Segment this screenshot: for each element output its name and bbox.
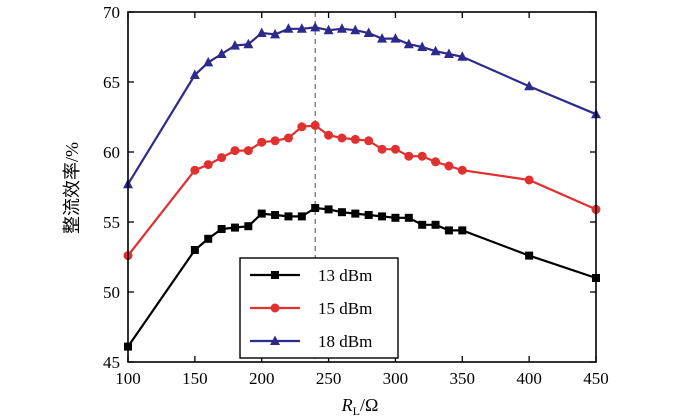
data-point	[203, 160, 213, 170]
data-point	[270, 28, 281, 39]
legend-item: 13 dBm	[250, 266, 372, 285]
x-tick-label: 100	[115, 369, 141, 388]
legend-label: 15 dBm	[318, 299, 372, 318]
data-point	[337, 133, 347, 143]
data-point	[403, 38, 414, 49]
x-axis-title: RL/Ω	[341, 395, 379, 416]
data-point	[284, 212, 293, 221]
x-tick-label: 150	[182, 369, 208, 388]
y-tick-label: 65	[103, 73, 120, 92]
data-point	[337, 208, 346, 217]
x-tick-label: 450	[583, 369, 609, 388]
legend-item: 15 dBm	[250, 299, 372, 318]
legend: 13 dBm 15 dBm 18 dBm	[239, 257, 399, 359]
data-point	[283, 133, 293, 143]
data-point	[283, 23, 294, 33]
data-point	[190, 246, 199, 254]
y-tick-label: 50	[103, 283, 120, 302]
data-point	[324, 130, 334, 140]
data-point	[217, 225, 226, 233]
data-point	[310, 21, 321, 32]
data-point	[350, 24, 361, 35]
data-point	[417, 41, 428, 51]
y-tick-label: 45	[103, 353, 120, 372]
data-point	[230, 223, 239, 232]
data-point	[444, 161, 454, 171]
data-point	[525, 251, 534, 260]
data-point	[323, 24, 334, 35]
data-point	[390, 33, 401, 43]
series-18-dbm	[123, 21, 601, 189]
data-point	[377, 33, 388, 43]
data-point	[189, 69, 200, 79]
data-point	[391, 213, 400, 222]
data-point	[351, 209, 360, 218]
data-point	[443, 48, 454, 58]
data-point	[217, 153, 227, 163]
legend-label: 13 dBm	[318, 266, 372, 285]
data-point	[524, 175, 534, 185]
plot-frame	[127, 11, 597, 363]
x-tick-label: 300	[383, 369, 409, 388]
data-point	[364, 211, 373, 219]
data-point	[296, 23, 307, 33]
data-point	[524, 80, 535, 91]
series-15-dbm	[123, 120, 601, 261]
data-point	[363, 27, 374, 37]
data-point	[430, 45, 441, 56]
legend-marker	[271, 271, 279, 279]
data-point	[431, 157, 441, 167]
data-point	[404, 151, 414, 161]
data-point	[257, 137, 267, 147]
legend-marker	[270, 303, 280, 313]
data-point	[216, 48, 227, 58]
y-tick-label: 70	[103, 3, 120, 22]
data-point	[378, 212, 387, 221]
y-tick-label: 60	[103, 143, 120, 162]
x-tick-label: 350	[450, 369, 476, 388]
data-point	[257, 209, 266, 218]
x-tick-label: 250	[316, 369, 342, 388]
data-point	[350, 134, 360, 144]
data-point	[418, 220, 427, 229]
data-point	[404, 213, 413, 222]
axes-layer: 100 150 200 250 300 350 400 450 45 50 55 60 65 70	[103, 3, 609, 388]
data-point	[229, 40, 240, 50]
legend-item: 18 dBm	[250, 332, 372, 351]
y-axis-title: 整流效率/%	[62, 142, 82, 234]
data-point	[390, 144, 400, 154]
data-point	[203, 56, 214, 67]
data-point	[311, 204, 320, 212]
data-point	[297, 122, 307, 132]
data-point	[190, 165, 200, 175]
series-line	[127, 124, 597, 257]
data-point	[457, 165, 467, 175]
data-point	[243, 146, 253, 156]
data-point	[364, 136, 374, 146]
data-point	[377, 144, 387, 154]
data-point	[431, 220, 440, 229]
data-point	[457, 51, 468, 61]
data-point	[324, 205, 333, 214]
data-point	[271, 211, 280, 219]
series-line	[127, 26, 597, 185]
y-tick-label: 55	[103, 213, 120, 232]
x-tick-label: 200	[249, 369, 275, 388]
x-tick-label: 400	[516, 369, 542, 388]
data-point	[256, 27, 267, 37]
data-point	[336, 23, 347, 33]
data-point	[458, 226, 467, 235]
data-point	[417, 151, 427, 161]
data-point	[310, 120, 320, 130]
data-point	[204, 234, 213, 243]
data-point	[297, 212, 306, 221]
data-point	[444, 226, 453, 235]
data-point	[270, 136, 280, 146]
data-point	[244, 222, 253, 231]
data-point	[243, 38, 254, 49]
legend-marker	[270, 335, 280, 345]
legend-label: 18 dBm	[318, 332, 372, 351]
data-point	[230, 146, 240, 156]
